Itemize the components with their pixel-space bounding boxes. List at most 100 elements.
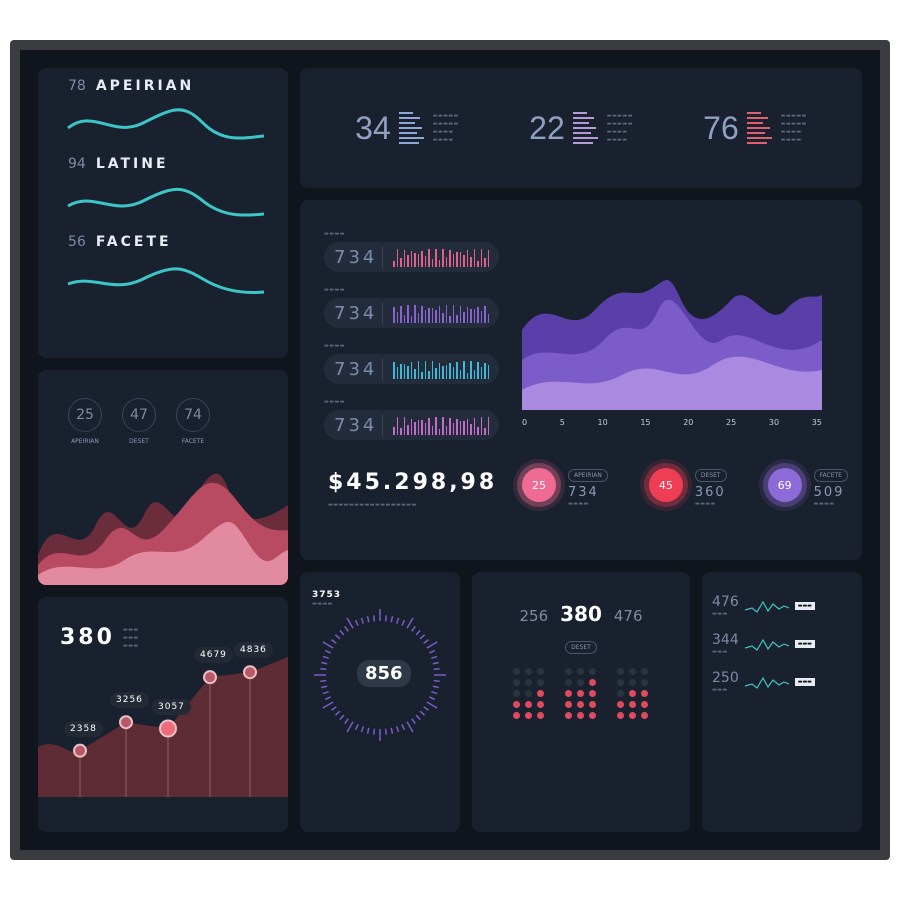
gauge-tick <box>360 726 365 733</box>
dot <box>513 712 520 719</box>
orb-number: 734 <box>568 485 599 500</box>
orb-tag[interactable]: FACETE <box>813 469 848 482</box>
orb-metric: 69 FACETE 509 ▬▬▬▬ <box>767 462 848 508</box>
dot <box>525 679 532 686</box>
bars-icon <box>572 109 599 147</box>
gauge-tick <box>432 661 439 665</box>
wave-value: 78 <box>68 78 86 94</box>
spark-label: ▬▬▬ <box>794 678 815 686</box>
top-stat: 76 ▬▬▬▬▬ ▬▬▬▬▬ ▬▬▬▬ ▬▬▬▬ <box>703 109 807 147</box>
gauge-tick <box>426 701 438 709</box>
dot <box>617 712 624 719</box>
gauge-tick <box>433 679 440 683</box>
dot <box>577 701 584 708</box>
axis-tick-label: 30 <box>768 418 780 427</box>
pill-value: 734 <box>334 246 383 268</box>
dot <box>589 668 596 675</box>
gauge-tick <box>321 661 328 665</box>
dot <box>513 679 520 686</box>
gauge-tick <box>322 655 329 660</box>
gauge-tick <box>321 685 328 689</box>
gauge-tick <box>406 721 414 733</box>
pill-metric: ▬▬▬▬ 734 <box>324 286 499 328</box>
pill-value: 734 <box>334 302 383 324</box>
gauge-tick <box>344 718 349 724</box>
monitor-bezel: 78 APEIRIAN 94 LATINE 56 FACETE 25 APEIRIAN 4… <box>10 40 890 860</box>
axis-tick-label: 10 <box>597 418 608 427</box>
pill-bars <box>393 247 489 267</box>
dot <box>629 679 636 686</box>
top-stat-value: 22 <box>529 109 565 146</box>
gauge-tick <box>339 714 345 721</box>
dot <box>565 690 572 697</box>
gauge-corner-value: 3753 <box>312 590 342 600</box>
orb-value: 25 <box>522 468 556 502</box>
circle-label: APEIRIAN <box>71 438 99 445</box>
orb-number: 509 <box>813 485 845 500</box>
gauge-tick <box>372 728 376 735</box>
dot <box>629 712 636 719</box>
data-point <box>159 719 177 738</box>
circle-value: 74 <box>176 398 210 432</box>
wave-item: 56 FACETE <box>38 234 288 304</box>
gauge-panel: 3753 ▬▬▬▬ 856 <box>300 572 460 832</box>
wave-item: 78 APEIRIAN <box>38 78 288 148</box>
dots-right-value: 476 <box>613 607 643 625</box>
top-stat-caption: ▬▬▬▬▬ ▬▬▬▬▬ ▬▬▬▬ ▬▬▬▬ <box>606 113 633 143</box>
spark-row: 476 ▬▬▬ ▬▬▬ <box>712 594 852 618</box>
dot-column <box>617 668 649 719</box>
pink-area-chart <box>38 473 288 585</box>
gauge-tick <box>406 617 414 629</box>
dot <box>525 668 532 675</box>
gauge-tick <box>390 616 394 623</box>
wave-value: 56 <box>68 234 86 250</box>
purple-area-chart <box>522 280 822 410</box>
dot <box>513 668 520 675</box>
dot-column <box>565 668 597 719</box>
pill-bars <box>393 359 489 379</box>
point-label: 2358 <box>64 720 103 737</box>
gauge-tick <box>432 685 439 689</box>
dot <box>629 668 636 675</box>
deset-button[interactable]: DESET <box>565 641 597 654</box>
gauge-tick <box>339 629 345 636</box>
dashboard-screen: 78 APEIRIAN 94 LATINE 56 FACETE 25 APEIRIAN 4… <box>20 50 880 850</box>
stat-circle: 74 FACETE <box>176 398 210 445</box>
dot <box>577 690 584 697</box>
dot <box>641 690 648 697</box>
pill-value: 734 <box>334 358 383 380</box>
bars-icon <box>746 109 773 147</box>
total-amount: $45.298,98 <box>328 470 498 495</box>
spark-row: 344 ▬▬▬ ▬▬▬ <box>712 632 852 656</box>
axis-tick-label: 5 <box>559 418 565 427</box>
axis-tick-label: 15 <box>640 418 651 427</box>
orb-tag[interactable]: APEIRIAN <box>568 469 608 482</box>
dot <box>577 679 584 686</box>
axis-tick-label: 25 <box>726 418 737 427</box>
dot <box>629 701 636 708</box>
top-stat: 22 ▬▬▬▬▬ ▬▬▬▬▬ ▬▬▬▬ ▬▬▬▬ <box>529 109 633 147</box>
top-stat-caption: ▬▬▬▬▬ ▬▬▬▬▬ ▬▬▬▬ ▬▬▬▬ <box>780 113 807 143</box>
gauge-tick <box>429 649 436 654</box>
monitor-stage: 78 APEIRIAN 94 LATINE 56 FACETE 25 APEIRIAN 4… <box>10 40 890 860</box>
dot <box>525 701 532 708</box>
point-label: 3256 <box>110 692 149 709</box>
gauge-tick <box>433 667 440 671</box>
sparkline <box>744 638 789 651</box>
gauge-tick <box>320 679 327 683</box>
orb-tag[interactable]: DESET <box>694 469 727 482</box>
stat-circle: 47 DESET <box>122 398 156 445</box>
sparkline-panel: 476 ▬▬▬ ▬▬▬ 344 ▬▬▬ ▬▬▬ 250 ▬▬▬ ▬▬▬ <box>702 572 862 832</box>
gauge-tick <box>320 667 327 671</box>
point-label: 4679 <box>194 647 233 664</box>
spark-value: 250 <box>712 670 739 686</box>
gauge-tick <box>366 616 370 623</box>
gauge-tick <box>346 721 354 733</box>
dot <box>565 668 572 675</box>
gauge-tick <box>322 690 329 695</box>
pill-value: 734 <box>334 414 383 436</box>
pill-bars <box>393 415 489 435</box>
sparkline <box>744 600 789 613</box>
dot-column <box>513 668 545 719</box>
orb-metric: 25 APEIRIAN 734 ▬▬▬▬ <box>522 462 608 508</box>
